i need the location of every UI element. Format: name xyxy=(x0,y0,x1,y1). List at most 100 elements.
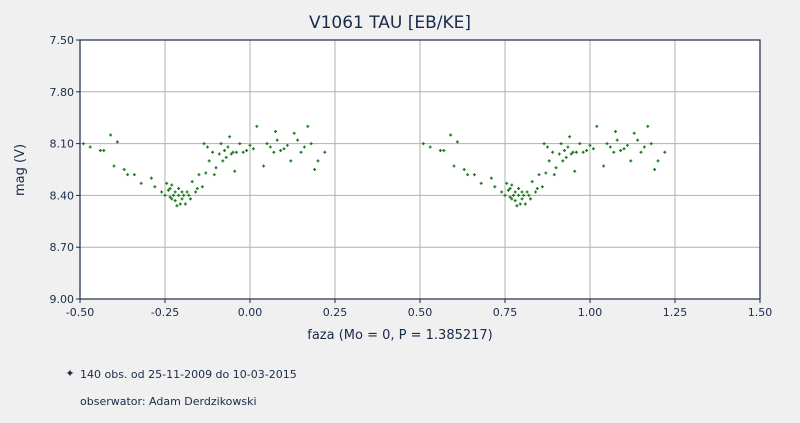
data-point xyxy=(115,140,119,144)
data-point xyxy=(306,124,310,128)
data-point xyxy=(602,164,606,168)
data-point xyxy=(530,180,534,184)
data-point xyxy=(229,152,233,156)
data-point xyxy=(262,164,266,168)
x-tick-labels: -0.50 -0.25 0.00 0.25 0.50 0.75 1.00 1.25 1.50 xyxy=(66,306,772,319)
data-point xyxy=(109,133,113,137)
data-point xyxy=(506,188,510,192)
x-axis-label: faza (Mo = 0, P = 1.385217) xyxy=(307,328,493,343)
data-point xyxy=(438,149,442,153)
data-point xyxy=(112,164,116,168)
data-point xyxy=(500,190,504,194)
data-point xyxy=(214,166,218,170)
data-point xyxy=(292,131,296,135)
data-point xyxy=(574,150,578,154)
legend: ✦ 140 obs. od 25-11-2009 do 10-03-2015 o… xyxy=(65,367,296,408)
data-point xyxy=(238,142,242,146)
legend-observations: 140 obs. od 25-11-2009 do 10-03-2015 xyxy=(80,368,297,381)
data-point xyxy=(316,159,320,163)
data-point xyxy=(614,130,617,134)
data-point xyxy=(513,199,517,203)
data-point xyxy=(557,152,561,156)
axes xyxy=(76,39,761,303)
data-point xyxy=(546,145,549,149)
data-point xyxy=(527,193,531,197)
data-point xyxy=(649,142,653,146)
legend-observer: obserwator: Adam Derdzikowski xyxy=(80,395,257,408)
data-point xyxy=(224,155,228,159)
data-point xyxy=(535,186,539,190)
data-point xyxy=(255,124,259,128)
data-point xyxy=(251,147,255,151)
data-point xyxy=(234,150,238,154)
data-point xyxy=(221,159,225,163)
data-point xyxy=(175,204,179,208)
data-point xyxy=(219,142,223,146)
data-point xyxy=(185,190,189,194)
data-point xyxy=(173,199,177,203)
data-point xyxy=(182,193,186,197)
x-tick-label: 0.25 xyxy=(323,306,348,319)
data-point xyxy=(268,145,272,149)
x-tick-label: -0.25 xyxy=(151,306,179,319)
data-point xyxy=(223,149,226,153)
data-point xyxy=(573,169,577,173)
data-point xyxy=(653,168,657,171)
data-point xyxy=(508,186,512,190)
data-point xyxy=(299,150,303,154)
data-point xyxy=(578,142,582,146)
data-point xyxy=(282,147,286,151)
data-point xyxy=(656,159,660,163)
data-point xyxy=(605,142,609,146)
data-point xyxy=(98,149,102,153)
data-point xyxy=(522,193,526,197)
data-point xyxy=(428,145,432,149)
data-point xyxy=(183,202,187,206)
data-point xyxy=(568,135,572,139)
data-point xyxy=(615,138,619,142)
data-point xyxy=(168,195,172,199)
data-point xyxy=(636,138,640,142)
data-point xyxy=(173,190,177,194)
data-point xyxy=(588,143,592,147)
data-point xyxy=(139,181,143,185)
data-point xyxy=(566,145,570,149)
data-point xyxy=(178,202,182,206)
y-tick-label: 8.40 xyxy=(50,189,75,202)
data-point xyxy=(202,142,206,146)
y-tick-label: 7.50 xyxy=(50,34,75,47)
data-point xyxy=(513,190,517,194)
data-point xyxy=(323,150,327,154)
data-point xyxy=(194,190,198,194)
data-point xyxy=(81,142,85,146)
data-point xyxy=(153,185,157,189)
data-point xyxy=(544,171,548,175)
data-point xyxy=(629,159,633,163)
data-point xyxy=(552,173,556,177)
data-point xyxy=(204,171,208,175)
data-point xyxy=(523,202,527,206)
data-point xyxy=(518,202,522,206)
data-point xyxy=(195,186,199,190)
data-point xyxy=(177,193,181,197)
data-point xyxy=(228,135,232,139)
legend-marker-icon: ✦ xyxy=(65,367,74,380)
data-point xyxy=(663,150,667,154)
data-point xyxy=(563,149,566,153)
data-point xyxy=(625,143,629,147)
data-point xyxy=(245,149,249,153)
data-point xyxy=(180,197,184,201)
x-tick-label: -0.50 xyxy=(66,306,94,319)
data-point xyxy=(466,173,470,177)
data-point xyxy=(529,197,532,201)
data-point xyxy=(571,150,575,154)
data-point xyxy=(274,130,277,134)
data-point xyxy=(512,193,515,197)
data-point xyxy=(520,190,524,194)
data-point xyxy=(217,152,221,156)
data-point xyxy=(163,193,167,197)
data-point xyxy=(233,169,237,173)
x-tick-label: 1.00 xyxy=(578,306,603,319)
data-point xyxy=(585,149,589,153)
data-point xyxy=(122,168,126,171)
